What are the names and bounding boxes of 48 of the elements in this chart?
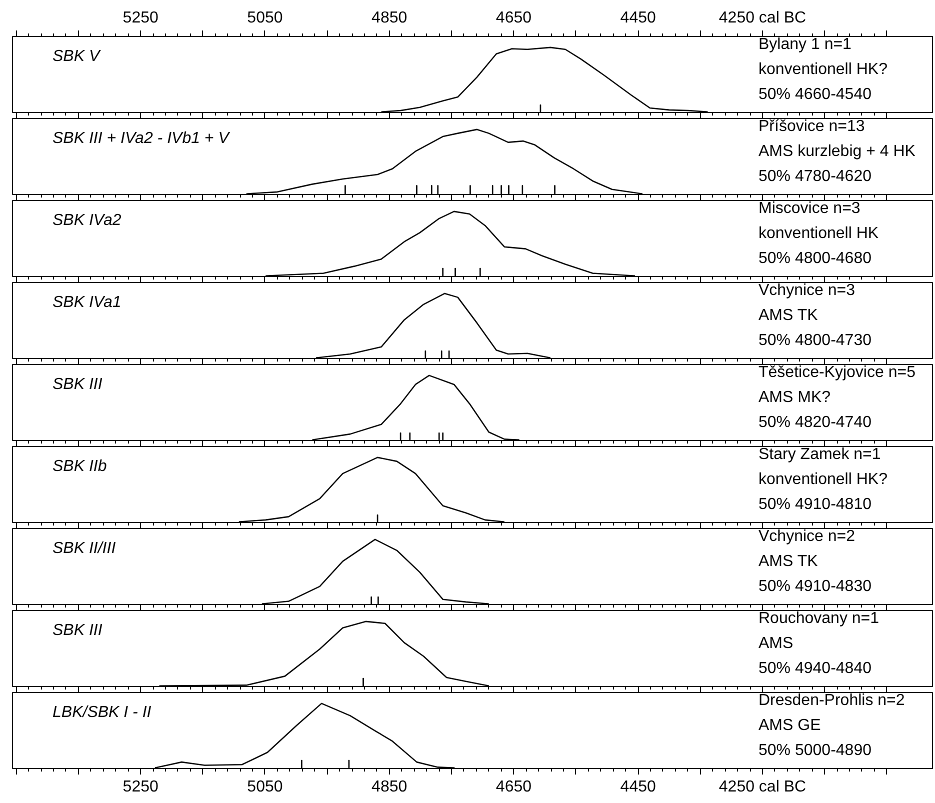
- x-tick-label: 4850: [372, 778, 408, 796]
- x-tick-label: 4650: [496, 10, 532, 26]
- chart-title: SBK IVa1: [52, 294, 122, 311]
- annotation: AMS TK: [758, 553, 818, 570]
- annotation: 50% 4910-4830: [758, 578, 872, 595]
- annotation: 50% 5000-4890: [758, 742, 872, 759]
- annotation: Miscovice n=3: [758, 200, 860, 217]
- annotation: 50% 4940-4840: [758, 660, 872, 677]
- chart-title: SBK III: [52, 376, 103, 393]
- annotation: 50% 4800-4680: [758, 250, 872, 267]
- x-tick-label: 4450: [620, 10, 656, 26]
- annotation: konventionell HK: [758, 225, 879, 242]
- annotation: AMS TK: [758, 307, 818, 324]
- chart-title: SBK II/III: [52, 540, 116, 557]
- annotation: AMS MK?: [758, 389, 831, 406]
- x-tick-label: 5050: [247, 778, 283, 796]
- chart-title: LBK/SBK I - II: [52, 704, 152, 721]
- annotation: Stary Zamek n=1: [758, 446, 881, 463]
- chart-title: SBK III + IVa2 - IVb1 + V: [52, 130, 230, 147]
- annotation: 50% 4910-4810: [758, 496, 872, 513]
- chart-title: SBK IIb: [52, 458, 107, 475]
- annotation: konventionell HK?: [758, 471, 888, 488]
- chart-title: SBK V: [52, 48, 101, 65]
- annotation: AMS kurzlebig + 4 HK: [758, 143, 916, 160]
- annotation: AMS GE: [758, 717, 821, 734]
- annotation: Vchynice n=2: [758, 528, 856, 545]
- x-tick-label: 5250: [122, 10, 159, 26]
- annotation: 50% 4780-4620: [758, 168, 872, 185]
- x-tick-label: 4850: [372, 10, 408, 26]
- annotation: Rouchovany n=1: [758, 610, 880, 627]
- annotation: Dresden-Prohlis n=2: [758, 692, 905, 709]
- chart-title: SBK III: [52, 622, 103, 639]
- annotation: AMS: [758, 635, 794, 652]
- annotation: Bylany 1 n=1: [758, 36, 852, 53]
- x-tick-label: 4250 cal BC: [718, 778, 806, 796]
- x-tick-label: 4250 cal BC: [718, 10, 806, 26]
- annotation: konventionell HK?: [758, 61, 888, 78]
- x-tick-label: 4650: [496, 778, 532, 796]
- annotation: 50% 4800-4730: [758, 332, 872, 349]
- annotation: Vchynice n=3: [758, 282, 856, 299]
- x-tick-label: 4450: [620, 778, 656, 796]
- annotation: Těšetice-Kyjovice n=5: [758, 364, 916, 381]
- x-tick-label: 5250: [122, 778, 159, 796]
- chart-title: SBK IVa2: [52, 212, 122, 229]
- annotation: 50% 4660-4540: [758, 86, 872, 103]
- x-tick-label: 5050: [247, 10, 283, 26]
- annotation: Příšovice n=13: [758, 118, 865, 135]
- annotation: 50% 4820-4740: [758, 414, 872, 431]
